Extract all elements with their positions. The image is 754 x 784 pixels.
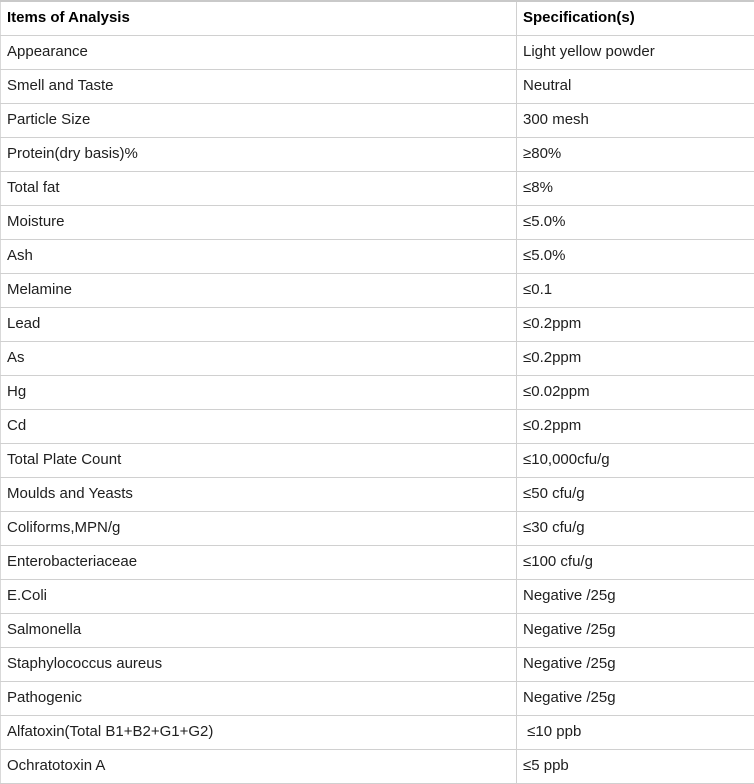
specification-cell: ≤5.0% xyxy=(517,206,754,240)
specification-cell: ≤8% xyxy=(517,172,754,206)
item-name-cell: Protein(dry basis)% xyxy=(1,138,517,172)
table-row: Staphylococcus aureus Negative /25g xyxy=(1,648,754,682)
item-name-cell: Hg xyxy=(1,376,517,410)
specification-cell: ≤0.2ppm xyxy=(517,308,754,342)
column-header-specifications: Specification(s) xyxy=(517,1,754,36)
item-name-cell: Ochratotoxin A xyxy=(1,750,517,784)
table-row: Smell and Taste Neutral xyxy=(1,70,754,104)
specification-cell: ≤30 cfu/g xyxy=(517,512,754,546)
item-name-cell: Moisture xyxy=(1,206,517,240)
specification-cell: Negative /25g xyxy=(517,614,754,648)
specification-cell: ≤0.2ppm xyxy=(517,410,754,444)
specification-cell: Light yellow powder xyxy=(517,36,754,70)
table-row: Cd ≤0.2ppm xyxy=(1,410,754,444)
item-name-cell: Moulds and Yeasts xyxy=(1,478,517,512)
item-name-cell: Cd xyxy=(1,410,517,444)
specification-cell: Neutral xyxy=(517,70,754,104)
item-name-cell: Appearance xyxy=(1,36,517,70)
specification-cell: ≤10 ppb xyxy=(517,716,754,750)
table-row: Hg ≤0.02ppm xyxy=(1,376,754,410)
table-row: As ≤0.2ppm xyxy=(1,342,754,376)
specification-cell: ≤100 cfu/g xyxy=(517,546,754,580)
specification-cell: ≤50 cfu/g xyxy=(517,478,754,512)
table-row: Enterobacteriaceae ≤100 cfu/g xyxy=(1,546,754,580)
item-name-cell: Total fat xyxy=(1,172,517,206)
item-name-cell: Smell and Taste xyxy=(1,70,517,104)
table-row: Appearance Light yellow powder xyxy=(1,36,754,70)
item-name-cell: Total Plate Count xyxy=(1,444,517,478)
item-name-cell: Staphylococcus aureus xyxy=(1,648,517,682)
specification-cell: ≤0.2ppm xyxy=(517,342,754,376)
specification-cell: Negative /25g xyxy=(517,580,754,614)
item-name-cell: As xyxy=(1,342,517,376)
column-header-items-of-analysis: Items of Analysis xyxy=(1,1,517,36)
item-name-cell: Ash xyxy=(1,240,517,274)
table-row: Total Plate Count ≤10,000cfu/g xyxy=(1,444,754,478)
item-name-cell: Pathogenic xyxy=(1,682,517,716)
table-row: Melamine ≤0.1 xyxy=(1,274,754,308)
table-row: Salmonella Negative /25g xyxy=(1,614,754,648)
item-name-cell: Salmonella xyxy=(1,614,517,648)
item-name-cell: Alfatoxin(Total B1+B2+G1+G2) xyxy=(1,716,517,750)
item-name-cell: E.Coli xyxy=(1,580,517,614)
specification-cell: ≤0.1 xyxy=(517,274,754,308)
specification-cell: ≤0.02ppm xyxy=(517,376,754,410)
specification-cell: ≤5.0% xyxy=(517,240,754,274)
table-row: Pathogenic Negative /25g xyxy=(1,682,754,716)
specification-cell: ≥80% xyxy=(517,138,754,172)
table-row: Coliforms,MPN/g ≤30 cfu/g xyxy=(1,512,754,546)
item-name-cell: Enterobacteriaceae xyxy=(1,546,517,580)
specification-cell: Negative /25g xyxy=(517,682,754,716)
item-name-cell: Coliforms,MPN/g xyxy=(1,512,517,546)
table-row: Moisture ≤5.0% xyxy=(1,206,754,240)
specification-cell: Negative /25g xyxy=(517,648,754,682)
table-row: Moulds and Yeasts ≤50 cfu/g xyxy=(1,478,754,512)
table-row: E.Coli Negative /25g xyxy=(1,580,754,614)
table-row: Lead ≤0.2ppm xyxy=(1,308,754,342)
item-name-cell: Melamine xyxy=(1,274,517,308)
table-row: Ochratotoxin A ≤5 ppb xyxy=(1,750,754,784)
table-row: Protein(dry basis)% ≥80% xyxy=(1,138,754,172)
specification-cell: ≤10,000cfu/g xyxy=(517,444,754,478)
header-row: Items of Analysis Specification(s) xyxy=(1,1,754,36)
table-row: Alfatoxin(Total B1+B2+G1+G2) ≤10 ppb xyxy=(1,716,754,750)
item-name-cell: Lead xyxy=(1,308,517,342)
table-row: Total fat ≤8% xyxy=(1,172,754,206)
specification-cell: 300 mesh xyxy=(517,104,754,138)
table-row: Ash ≤5.0% xyxy=(1,240,754,274)
specification-cell: ≤5 ppb xyxy=(517,750,754,784)
table-row: Particle Size 300 mesh xyxy=(1,104,754,138)
item-name-cell: Particle Size xyxy=(1,104,517,138)
